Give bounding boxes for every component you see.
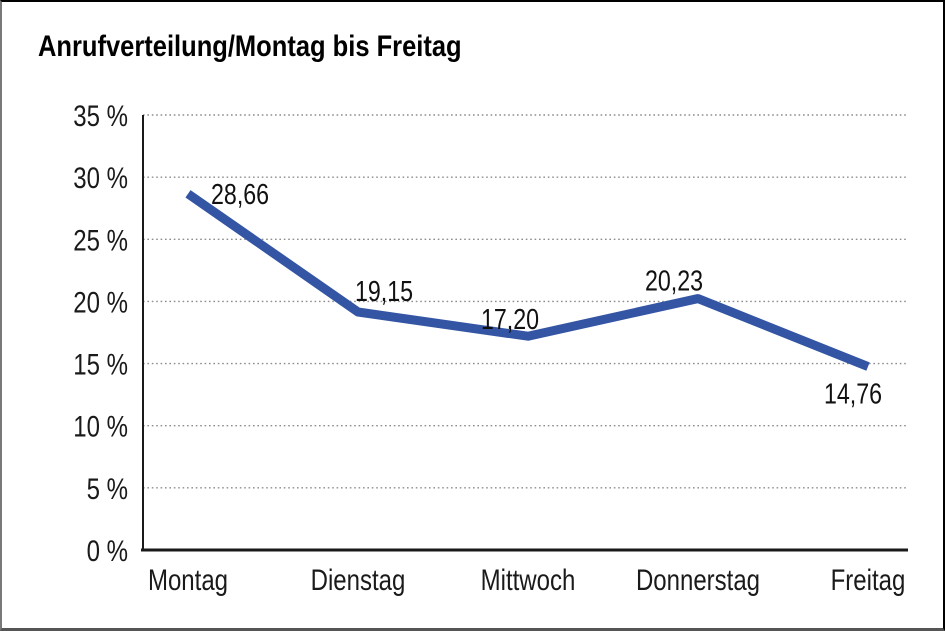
x-tick-label: Dienstag	[311, 564, 406, 597]
x-tick-label: Donnerstag	[636, 564, 760, 597]
chart-title: Anrufverteilung/Montag bis Freitag	[38, 30, 462, 63]
data-line	[185, 190, 870, 371]
data-point-label: 17,20	[481, 304, 539, 336]
y-tick-label: 15 %	[73, 349, 128, 382]
y-tick-label: 5 %	[87, 473, 128, 506]
x-tick-label: Freitag	[831, 564, 906, 597]
x-tick-label: Mittwoch	[481, 564, 576, 597]
data-point-label: 19,15	[355, 276, 413, 308]
y-tick-label: 25 %	[73, 224, 128, 257]
data-point-label: 14,76	[824, 379, 882, 411]
y-tick-label: 20 %	[73, 286, 128, 319]
y-tick-label: 10 %	[73, 411, 128, 444]
data-point-label: 20,23	[645, 266, 703, 298]
y-tick-label: 30 %	[73, 162, 128, 195]
x-tick-label: Montag	[148, 564, 228, 597]
y-tick-label: 35 %	[73, 100, 128, 133]
y-tick-label: 0 %	[87, 535, 128, 568]
data-point-label: 28,66	[211, 179, 269, 211]
